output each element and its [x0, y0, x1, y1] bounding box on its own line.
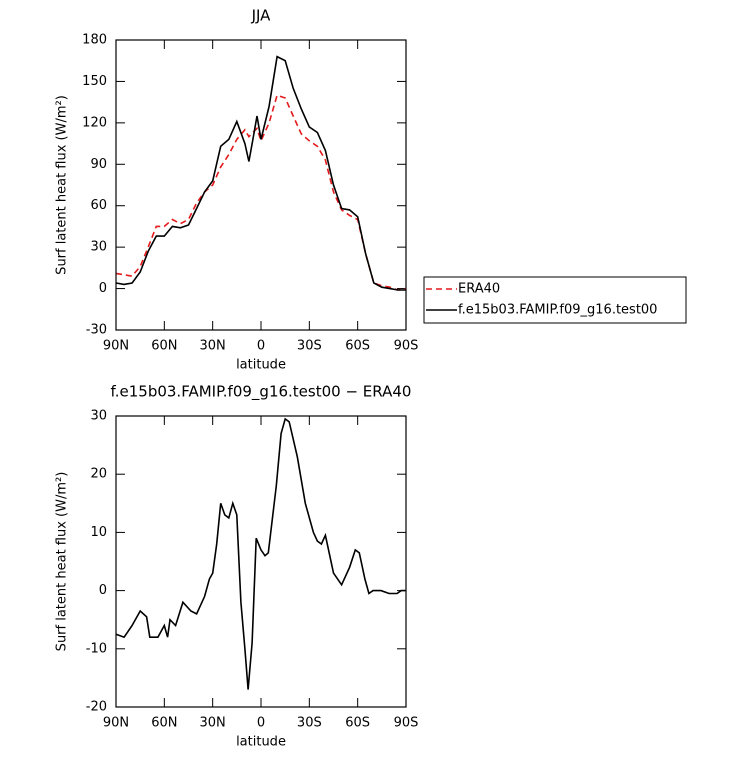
y-tick-label: 30: [90, 240, 107, 255]
y-tick-label: 90: [90, 157, 107, 172]
x-tick-label: 30S: [297, 716, 322, 731]
x-tick-label: 60S: [345, 339, 370, 354]
x-tick-label: 0: [257, 716, 265, 731]
y-tick-label: 180: [82, 33, 107, 48]
legend-label: ERA40: [458, 282, 500, 297]
y-tick-label: -10: [86, 641, 107, 656]
y-tick-label: 0: [99, 281, 107, 296]
y-tick-label: 0: [99, 583, 107, 598]
x-tick-label: 60S: [345, 716, 370, 731]
legend-label: f.e15b03.FAMIP.f09_g16.test00: [458, 303, 657, 318]
chart-title: f.e15b03.FAMIP.f09_g16.test00 − ERA40: [111, 383, 412, 402]
y-tick-label: -20: [86, 700, 107, 715]
y-tick-label: 120: [82, 115, 107, 130]
plot-frame: [115, 415, 407, 708]
x-tick-label: 0: [257, 339, 265, 354]
x-tick-label: 30N: [200, 716, 226, 731]
x-tick-label: 60N: [151, 339, 177, 354]
y-tick-label: 10: [90, 525, 107, 540]
y-tick-label: 60: [90, 198, 107, 213]
series-line: [115, 417, 406, 690]
plot-frame: [115, 39, 407, 331]
x-axis-label: latitude: [236, 358, 286, 373]
x-axis-label: latitude: [236, 735, 286, 750]
y-tick-label: 150: [82, 74, 107, 89]
x-tick-label: 30N: [200, 339, 226, 354]
y-tick-label: 30: [90, 409, 107, 424]
series-line: [115, 94, 407, 291]
x-tick-label: 90S: [394, 716, 419, 731]
legend-box: [423, 276, 687, 324]
y-tick-label: -30: [86, 323, 107, 338]
x-tick-label: 90N: [103, 339, 129, 354]
y-axis-label: Surf latent heat flux (W/m²): [55, 472, 70, 652]
series-line: [115, 55, 406, 291]
chart-title: JJA: [251, 7, 272, 25]
y-tick-label: 20: [90, 467, 107, 482]
x-tick-label: 90N: [103, 716, 129, 731]
x-tick-label: 60N: [151, 716, 177, 731]
x-tick-label: 90S: [394, 339, 419, 354]
y-axis-label: Surf latent heat flux (W/m²): [55, 95, 70, 275]
x-tick-label: 30S: [297, 339, 322, 354]
